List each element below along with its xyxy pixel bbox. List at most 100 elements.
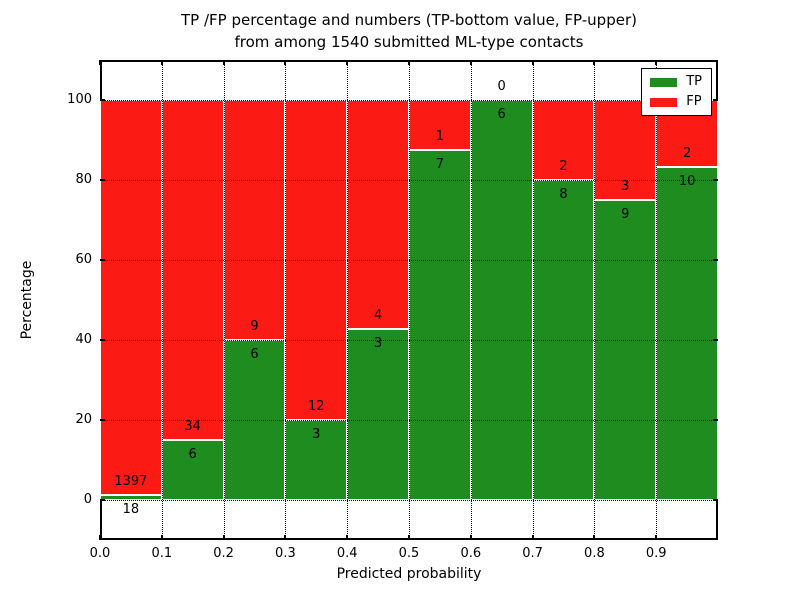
legend-swatch-tp xyxy=(650,77,678,87)
y-tick-mark xyxy=(100,419,105,421)
legend-label-fp: FP xyxy=(686,94,702,109)
chart-title: TP /FP percentage and numbers (TP-bottom… xyxy=(100,10,718,54)
bar-segment-fp xyxy=(100,100,162,495)
bar-segment-fp xyxy=(532,100,595,180)
x-tick-mark xyxy=(593,535,596,540)
y-tick-mark xyxy=(713,259,718,261)
v-gridline xyxy=(594,60,596,540)
bar-count-label-fp: 4 xyxy=(373,307,383,323)
x-tick-mark xyxy=(222,60,225,65)
legend-swatch-fp xyxy=(650,97,678,107)
chart-title-line2: from among 1540 submitted ML-type contac… xyxy=(234,32,584,51)
x-tick-mark xyxy=(346,60,349,65)
bar-count-label-tp: 10 xyxy=(678,173,696,189)
bar-segment-tp xyxy=(470,100,533,500)
x-tick-label: 0.4 xyxy=(336,546,358,561)
x-tick-label: 0.0 xyxy=(89,546,111,561)
x-tick-mark xyxy=(408,60,410,65)
y-tick-mark xyxy=(713,99,718,101)
bar-count-label-tp: 6 xyxy=(497,107,506,123)
bar-count-label-fp: 9 xyxy=(250,319,259,335)
bar-count-label-tp: 18 xyxy=(122,502,140,518)
v-gridline xyxy=(161,60,163,540)
bar-count-label-fp: 0 xyxy=(497,79,506,95)
bar-count-label-tp: 6 xyxy=(250,347,259,363)
x-tick-label: 0.6 xyxy=(460,546,482,561)
y-tick-mark xyxy=(100,259,105,261)
x-tick-mark xyxy=(284,535,287,540)
y-tick-mark xyxy=(100,179,105,181)
x-tick-mark xyxy=(531,60,534,65)
x-tick-mark xyxy=(655,535,658,540)
bar-count-label-fp: 3 xyxy=(621,179,630,195)
bar-count-label-tp: 9 xyxy=(621,207,630,223)
x-tick-mark xyxy=(284,60,287,65)
y-tick-mark xyxy=(100,99,105,101)
x-axis-title: Predicted probability xyxy=(336,566,482,582)
bar-segment-fp xyxy=(223,100,286,340)
x-tick-mark xyxy=(99,60,101,65)
bar-count-label-fp: 34 xyxy=(184,419,201,435)
x-tick-mark xyxy=(655,60,658,65)
v-gridline xyxy=(347,60,349,540)
x-tick-mark xyxy=(469,535,472,540)
bar-count-label-tp: 7 xyxy=(435,157,445,173)
x-tick-mark xyxy=(222,535,225,540)
bar-count-label-tp: 8 xyxy=(559,187,568,203)
x-tick-label: 0.1 xyxy=(151,546,173,561)
x-tick-label: 0.7 xyxy=(522,546,543,561)
x-tick-label: 0.5 xyxy=(398,546,420,561)
y-tick-mark xyxy=(100,339,105,341)
bar-segment-tp xyxy=(656,166,718,500)
x-tick-mark xyxy=(593,60,596,65)
x-tick-label: 0.8 xyxy=(584,546,605,561)
y-axis-title: Percentage xyxy=(19,260,35,340)
chart-title-line1: TP /FP percentage and numbers (TP-bottom… xyxy=(181,11,637,29)
bar-segment-tp xyxy=(409,150,471,500)
bar-segment-tp xyxy=(594,200,657,500)
y-tick-mark xyxy=(713,339,718,341)
bar-count-label-tp: 3 xyxy=(312,427,321,443)
bar-count-label-fp: 1397 xyxy=(114,474,148,490)
bar-count-label-fp: 12 xyxy=(308,399,325,415)
bar-count-label-fp: 2 xyxy=(559,159,568,175)
y-tick-label: 60 xyxy=(75,252,92,267)
bar-segment-tp xyxy=(347,328,409,500)
x-tick-mark xyxy=(469,60,472,65)
x-tick-mark xyxy=(408,535,410,540)
x-tick-mark xyxy=(160,60,163,65)
y-tick-mark xyxy=(713,499,718,501)
x-tick-mark xyxy=(346,535,349,540)
y-tick-label: 100 xyxy=(67,92,92,107)
y-tick-label: 80 xyxy=(75,172,92,187)
x-tick-mark xyxy=(99,535,101,540)
legend: TP FP xyxy=(641,68,712,116)
x-tick-label: 0.2 xyxy=(213,546,234,561)
y-tick-mark xyxy=(713,419,718,421)
legend-label-tp: TP xyxy=(686,74,702,89)
legend-item: TP xyxy=(650,75,702,89)
bar-segment-fp xyxy=(594,100,657,200)
v-gridline xyxy=(532,60,534,540)
legend-item: FP xyxy=(650,95,702,109)
y-tick-label: 40 xyxy=(75,332,92,347)
y-tick-mark xyxy=(100,499,105,501)
bar-count-label-tp: 3 xyxy=(373,335,383,351)
bar-segment-fp xyxy=(347,100,409,329)
y-tick-mark xyxy=(713,179,718,181)
bar-count-label-tp: 6 xyxy=(188,447,197,463)
v-gridline xyxy=(409,60,410,540)
v-gridline xyxy=(656,60,658,540)
bar-count-label-fp: 1 xyxy=(435,129,445,145)
x-tick-mark xyxy=(160,535,163,540)
v-gridline xyxy=(470,60,472,540)
y-tick-label: 20 xyxy=(75,412,92,427)
plot-area: 1397 18 34 6 9 6 12 3 4 3 1 7 0 6 2 8 3 9 2 10 TP FP xyxy=(99,60,718,540)
x-tick-mark xyxy=(531,535,534,540)
bar-segment-fp xyxy=(161,100,224,440)
v-gridline xyxy=(285,60,287,540)
bar-segment-tp xyxy=(100,494,162,500)
y-tick-label: 0 xyxy=(83,492,92,507)
x-tick-label: 0.3 xyxy=(275,546,296,561)
